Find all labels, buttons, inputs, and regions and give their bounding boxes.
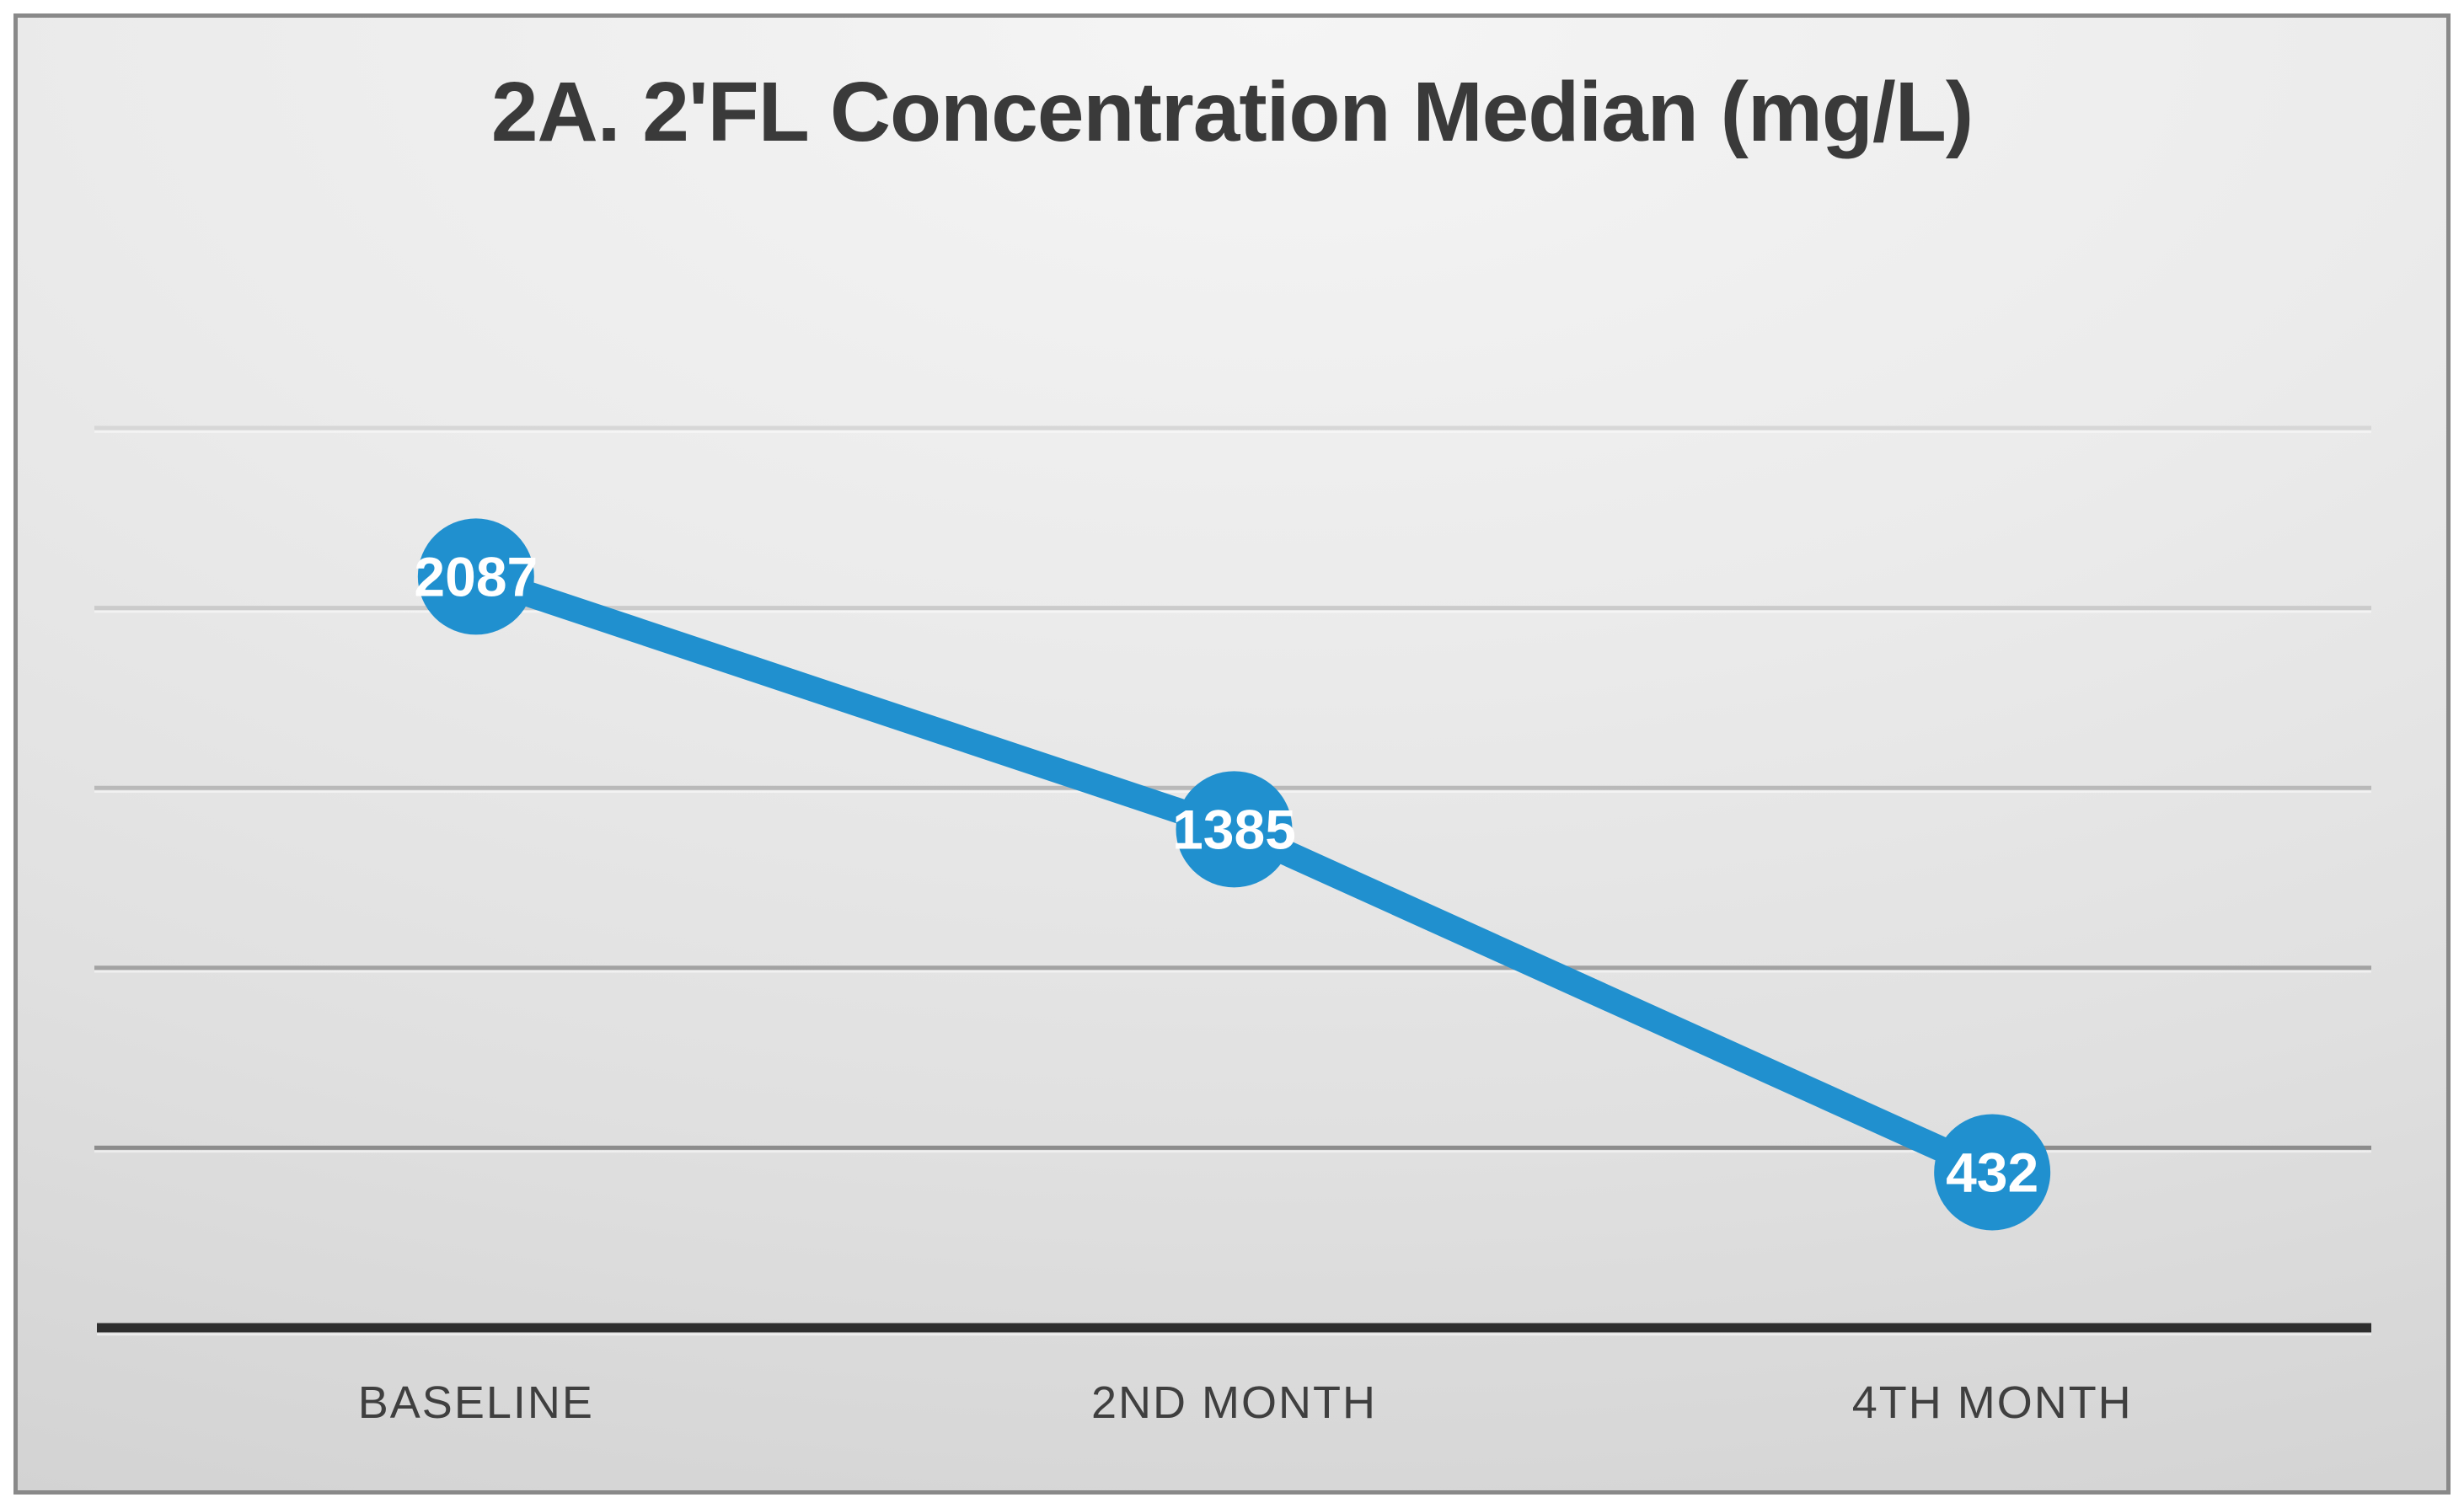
data-label: 1385 <box>1172 798 1296 860</box>
data-label: 2087 <box>414 545 538 607</box>
data-label: 432 <box>1946 1141 2038 1203</box>
x-axis-category-labels: BASELINE 2ND MONTH 4TH MONTH <box>97 1366 2371 1439</box>
x-axis-category-label: 4TH MONTH <box>1851 1377 2133 1428</box>
data-point-marker <box>417 518 534 635</box>
chart-panel-background <box>13 13 2451 1495</box>
data-point-marker <box>1176 771 1293 888</box>
x-axis-category-label: 2ND MONTH <box>1091 1377 1377 1428</box>
data-point-marker <box>1934 1114 2051 1231</box>
x-axis-category-label: BASELINE <box>357 1377 594 1428</box>
chart-title: 2A. 2'FL Concentration Median (mg/L) <box>490 65 1974 159</box>
